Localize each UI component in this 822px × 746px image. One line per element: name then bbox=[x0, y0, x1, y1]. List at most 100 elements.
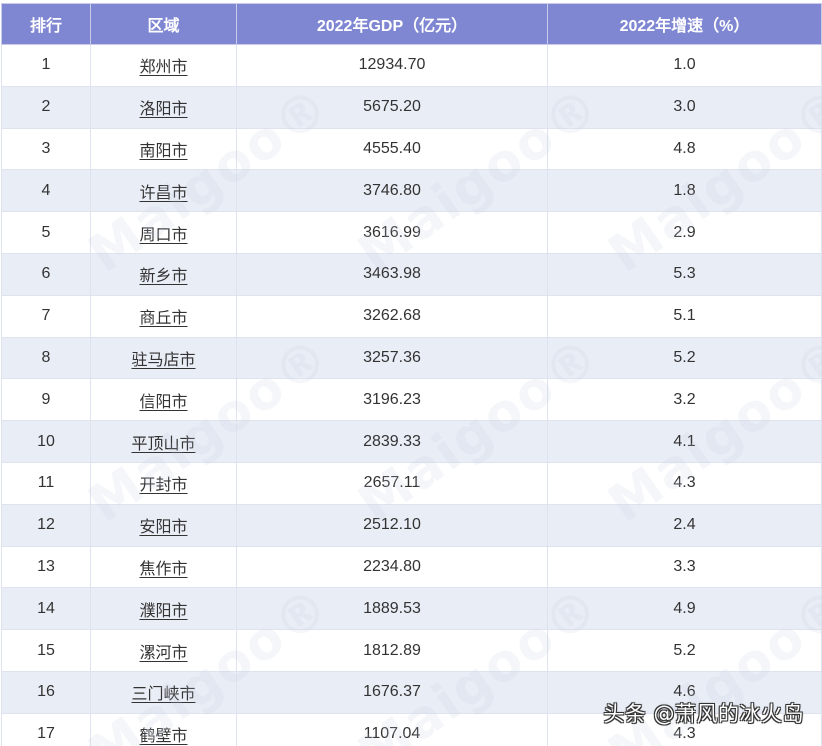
table-row: 10 平顶山市 2839.33 4.1 bbox=[1, 420, 822, 463]
growth-cell: 5.3 bbox=[547, 252, 822, 296]
table-header: 排行 区域 2022年GDP（亿元） 2022年增速（%） bbox=[1, 3, 822, 45]
region-cell: 濮阳市 bbox=[90, 587, 237, 631]
growth-cell: 4.6 bbox=[547, 670, 822, 714]
table-row: 1 郑州市 12934.70 1.0 bbox=[1, 44, 822, 87]
region-cell: 信阳市 bbox=[90, 378, 237, 422]
region-cell: 平顶山市 bbox=[90, 420, 237, 463]
gdp-cell: 3746.80 bbox=[236, 169, 548, 213]
region-cell: 安阳市 bbox=[90, 503, 237, 547]
region-cell: 郑州市 bbox=[90, 44, 237, 87]
city-link[interactable]: 南阳市 bbox=[139, 142, 188, 160]
region-cell: 洛阳市 bbox=[90, 85, 237, 129]
rank-cell: 11 bbox=[1, 461, 91, 505]
gdp-cell: 12934.70 bbox=[236, 44, 548, 87]
header-gdp: 2022年GDP（亿元） bbox=[236, 3, 548, 45]
city-link[interactable]: 焦作市 bbox=[139, 560, 188, 578]
rank-cell: 6 bbox=[1, 252, 91, 296]
gdp-cell: 1107.04 bbox=[236, 712, 548, 746]
city-link[interactable]: 濮阳市 bbox=[139, 602, 188, 620]
table-row: 3 南阳市 4555.40 4.8 bbox=[1, 127, 822, 171]
rank-cell: 17 bbox=[1, 712, 91, 746]
gdp-cell: 1676.37 bbox=[236, 670, 548, 714]
table-row: 6 新乡市 3463.98 5.3 bbox=[1, 252, 822, 296]
city-link[interactable]: 周口市 bbox=[139, 226, 188, 244]
table-row: 2 洛阳市 5675.20 3.0 bbox=[1, 85, 822, 129]
table-row: 9 信阳市 3196.23 3.2 bbox=[1, 378, 822, 422]
region-cell: 漯河市 bbox=[90, 629, 237, 672]
region-cell: 周口市 bbox=[90, 211, 237, 254]
growth-cell: 1.8 bbox=[547, 169, 822, 213]
header-row: 排行 区域 2022年GDP（亿元） 2022年增速（%） bbox=[1, 3, 822, 45]
gdp-cell: 4555.40 bbox=[236, 127, 548, 171]
region-cell: 焦作市 bbox=[90, 545, 237, 589]
region-cell: 开封市 bbox=[90, 461, 237, 505]
city-link[interactable]: 商丘市 bbox=[139, 310, 188, 328]
city-link[interactable]: 开封市 bbox=[139, 477, 188, 495]
table-row: 13 焦作市 2234.80 3.3 bbox=[1, 545, 822, 589]
growth-cell: 4.3 bbox=[547, 712, 822, 746]
table-row: 14 濮阳市 1889.53 4.9 bbox=[1, 587, 822, 631]
table-row: 8 驻马店市 3257.36 5.2 bbox=[1, 336, 822, 380]
rank-cell: 7 bbox=[1, 294, 91, 338]
rank-cell: 8 bbox=[1, 336, 91, 380]
city-link[interactable]: 安阳市 bbox=[139, 519, 188, 537]
rank-cell: 4 bbox=[1, 169, 91, 213]
table-row: 4 许昌市 3746.80 1.8 bbox=[1, 169, 822, 213]
gdp-cell: 3616.99 bbox=[236, 211, 548, 254]
region-cell: 商丘市 bbox=[90, 294, 237, 338]
gdp-cell: 3463.98 bbox=[236, 252, 548, 296]
table-row: 16 三门峡市 1676.37 4.6 bbox=[1, 670, 822, 714]
city-link[interactable]: 信阳市 bbox=[139, 393, 188, 411]
rank-cell: 3 bbox=[1, 127, 91, 171]
city-link[interactable]: 洛阳市 bbox=[139, 101, 188, 119]
city-link[interactable]: 三门峡市 bbox=[131, 686, 196, 704]
gdp-cell: 3257.36 bbox=[236, 336, 548, 380]
city-link[interactable]: 驻马店市 bbox=[131, 351, 196, 369]
region-cell: 新乡市 bbox=[90, 252, 237, 296]
table-body: 1 郑州市 12934.70 1.0 2 洛阳市 5675.20 3.0 3 南… bbox=[1, 44, 822, 746]
region-cell: 三门峡市 bbox=[90, 670, 237, 714]
gdp-cell: 3262.68 bbox=[236, 294, 548, 338]
gdp-cell: 2839.33 bbox=[236, 420, 548, 463]
gdp-cell: 1889.53 bbox=[236, 587, 548, 631]
growth-cell: 4.9 bbox=[547, 587, 822, 631]
growth-cell: 3.2 bbox=[547, 378, 822, 422]
region-cell: 南阳市 bbox=[90, 127, 237, 171]
city-link[interactable]: 郑州市 bbox=[139, 59, 188, 77]
header-growth: 2022年增速（%） bbox=[547, 3, 822, 45]
growth-cell: 5.2 bbox=[547, 336, 822, 380]
rank-cell: 2 bbox=[1, 85, 91, 129]
gdp-cell: 5675.20 bbox=[236, 85, 548, 129]
table-row: 17 鹤壁市 1107.04 4.3 bbox=[1, 712, 822, 746]
growth-cell: 4.3 bbox=[547, 461, 822, 505]
header-rank: 排行 bbox=[1, 3, 91, 45]
rank-cell: 12 bbox=[1, 503, 91, 547]
table-row: 15 漯河市 1812.89 5.2 bbox=[1, 629, 822, 672]
growth-cell: 2.4 bbox=[547, 503, 822, 547]
city-link[interactable]: 许昌市 bbox=[139, 184, 188, 202]
growth-cell: 5.1 bbox=[547, 294, 822, 338]
rank-cell: 10 bbox=[1, 420, 91, 463]
city-link[interactable]: 漯河市 bbox=[139, 644, 188, 662]
gdp-ranking-table: 排行 区域 2022年GDP（亿元） 2022年增速（%） 1 郑州市 1293… bbox=[1, 3, 822, 746]
growth-cell: 5.2 bbox=[547, 629, 822, 672]
table-row: 7 商丘市 3262.68 5.1 bbox=[1, 294, 822, 338]
city-link[interactable]: 新乡市 bbox=[139, 268, 188, 286]
gdp-cell: 2657.11 bbox=[236, 461, 548, 505]
city-link[interactable]: 平顶山市 bbox=[131, 435, 196, 453]
region-cell: 鹤壁市 bbox=[90, 712, 237, 746]
rank-cell: 9 bbox=[1, 378, 91, 422]
rank-cell: 1 bbox=[1, 44, 91, 87]
rank-cell: 16 bbox=[1, 670, 91, 714]
growth-cell: 4.8 bbox=[547, 127, 822, 171]
growth-cell: 4.1 bbox=[547, 420, 822, 463]
header-region: 区域 bbox=[90, 3, 237, 45]
rank-cell: 13 bbox=[1, 545, 91, 589]
rank-cell: 5 bbox=[1, 211, 91, 254]
region-cell: 许昌市 bbox=[90, 169, 237, 213]
city-link[interactable]: 鹤壁市 bbox=[139, 728, 188, 746]
growth-cell: 3.3 bbox=[547, 545, 822, 589]
rank-cell: 15 bbox=[1, 629, 91, 672]
table-row: 12 安阳市 2512.10 2.4 bbox=[1, 503, 822, 547]
rank-cell: 14 bbox=[1, 587, 91, 631]
